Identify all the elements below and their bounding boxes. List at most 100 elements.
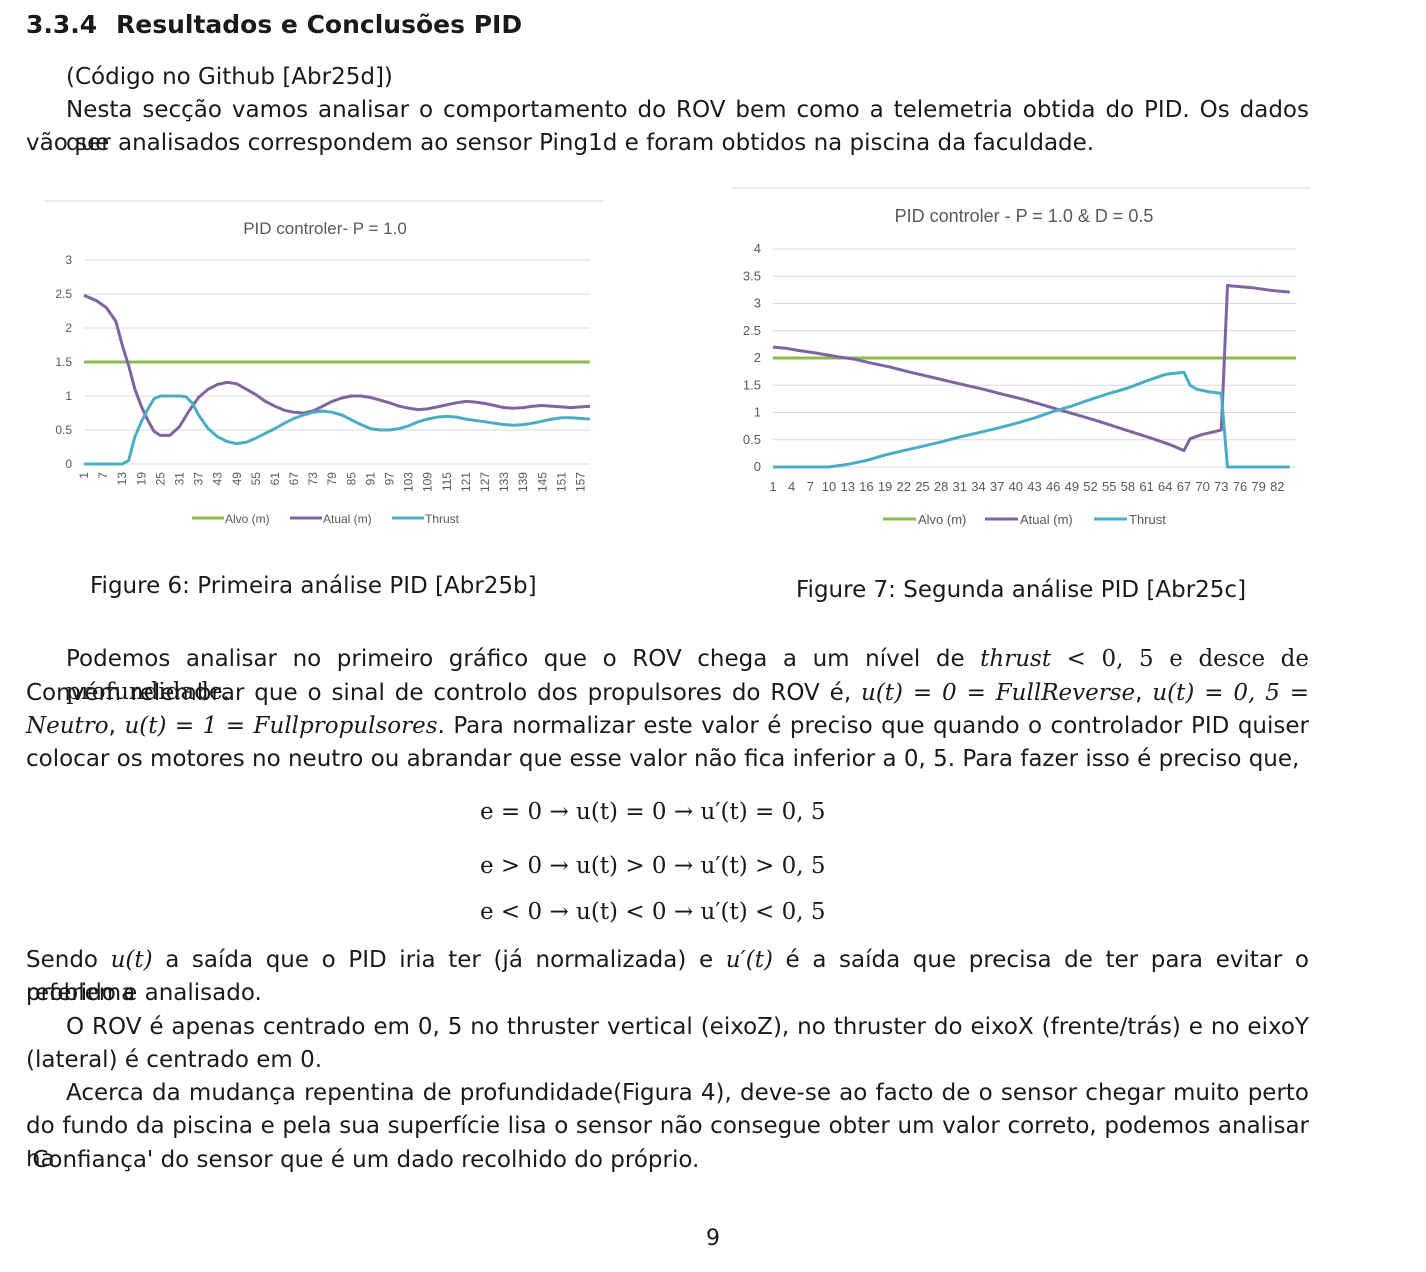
text-run: . Para normalizar este valor é preciso q…: [437, 713, 1309, 739]
y-tick-label: 3: [65, 253, 72, 267]
x-tick-label: 49: [1065, 479, 1079, 494]
y-tick-label: 1.5: [743, 377, 761, 392]
y-tick-label: 0: [754, 459, 761, 474]
x-tick-label: 82: [1270, 479, 1284, 494]
conclusion-line-6: do fundo da piscina e pela sua superfíci…: [26, 1113, 1309, 1172]
text-run: Podemos analisar no primeiro gráfico que…: [66, 646, 981, 672]
x-tick-label: 19: [878, 479, 892, 494]
chart-2-legend: Alvo (m) Atual (m) Thrust: [883, 512, 1166, 527]
equation-1: e = 0 → u(t) = 0 → u′(t) = 0, 5: [480, 799, 826, 825]
x-tick-label: 103: [402, 472, 416, 492]
x-tick-label: 43: [211, 472, 225, 486]
x-tick-label: 133: [497, 472, 511, 492]
chart-1-y-axis: 0 0.5 1 1.5 2 2.5 3: [55, 253, 72, 471]
x-tick-label: 37: [192, 472, 206, 486]
intro-line-1: Nesta secção vamos analisar o comportame…: [66, 97, 1309, 156]
page-number: 9: [706, 1226, 720, 1251]
x-tick-label: 85: [344, 472, 358, 486]
text-run: ,: [1135, 680, 1153, 706]
text-run: é a saída que precisa de ter para evitar…: [26, 947, 1309, 1006]
section-heading: 3.3.4 Resultados e Conclusões PID: [26, 10, 522, 39]
legend-atual-label: Atual (m): [323, 512, 372, 526]
x-tick-label: 97: [383, 472, 397, 486]
text-run: Sendo: [26, 947, 111, 973]
math-inline: < 0, 5 e desce de profundidade.: [66, 646, 1309, 705]
x-tick-label: 151: [554, 472, 568, 492]
math-thrust: thrust: [980, 646, 1052, 672]
x-tick-label: 61: [1139, 479, 1153, 494]
chart-2-x-axis: 1 4 7 10 13 16 19 22 25 28 31 34 37 40 43 46 49 52 55 58 61 6…: [769, 479, 1284, 494]
y-tick-label: 0.5: [55, 423, 72, 437]
x-tick-label: 49: [230, 472, 244, 486]
math-inline: u(t) = 0 = FullReverse: [861, 680, 1136, 706]
y-tick-label: 2: [65, 321, 72, 335]
chart-2-grid: [773, 248, 1296, 468]
x-tick-label: 79: [1251, 479, 1265, 494]
chart-2-series: [772, 284, 1296, 469]
x-tick-label: 19: [134, 472, 148, 486]
x-tick-label: 139: [516, 472, 530, 492]
x-tick-label: 1: [769, 479, 776, 494]
legend-thrust-label: Thrust: [425, 512, 460, 526]
x-tick-label: 43: [1027, 479, 1041, 494]
chart-1-legend: Alvo (m) Atual (m) Thrust: [192, 512, 460, 526]
discussion-line-3: Neutro, u(t) = 1 = Fullpropulsores. Para…: [26, 710, 1309, 743]
legend-alvo-label: Alvo (m): [918, 512, 966, 527]
x-tick-label: 76: [1233, 479, 1247, 494]
x-tick-label: 70: [1195, 479, 1209, 494]
y-tick-label: 2.5: [743, 323, 761, 338]
figure-6-caption: Figure 6: Primeira análise PID [Abr25b]: [90, 573, 537, 599]
y-tick-label: 0.5: [743, 432, 761, 447]
equation-2: e > 0 → u(t) > 0 → u′(t) > 0, 5: [480, 853, 826, 879]
x-tick-label: 64: [1158, 479, 1172, 494]
legend-atual-label: Atual (m): [1020, 512, 1073, 527]
conclusion-line-2: referido e analisado.: [26, 980, 262, 1006]
math-inline: u(t) = 1 = Fullpropulsores: [124, 713, 438, 739]
x-tick-label: 7: [96, 472, 110, 479]
math-inline: u(t) = 0, 5 =: [1152, 680, 1310, 706]
conclusion-line-1: Sendo u(t) a saída que o PID iria ter (j…: [26, 944, 1309, 1010]
x-tick-label: 37: [990, 479, 1004, 494]
x-tick-label: 55: [1102, 479, 1116, 494]
x-tick-label: 13: [840, 479, 854, 494]
text-run: Convém relembrar que o sinal de controlo…: [26, 680, 862, 706]
math-inline: Neutro: [26, 713, 109, 739]
y-tick-label: 3.5: [743, 268, 761, 283]
x-tick-label: 34: [971, 479, 985, 494]
chart-1-series: [83, 294, 591, 466]
x-tick-label: 73: [306, 472, 320, 486]
x-tick-label: 157: [573, 472, 587, 492]
x-tick-label: 10: [822, 479, 836, 494]
x-tick-label: 67: [1177, 479, 1191, 494]
x-tick-label: 67: [287, 472, 301, 486]
figure-7-caption: Figure 7: Segunda análise PID [Abr25c]: [796, 577, 1247, 603]
equation-3: e < 0 → u(t) < 0 → u′(t) < 0, 5: [480, 899, 826, 925]
x-tick-label: 31: [172, 472, 186, 486]
legend-alvo-label: Alvo (m): [225, 512, 270, 526]
x-tick-label: 1: [77, 472, 91, 479]
x-tick-label: 61: [268, 472, 282, 486]
x-tick-label: 121: [459, 472, 473, 492]
conclusion-line-5: Acerca da mudança repentina de profundid…: [66, 1080, 1309, 1106]
series-line-thrust: [84, 394, 591, 466]
text-run: a saída que o PID iria ter (já normaliza…: [152, 947, 726, 973]
x-tick-label: 4: [788, 479, 795, 494]
math-inline: u(t): [110, 947, 153, 973]
section-title: Resultados e Conclusões PID: [116, 10, 523, 39]
x-tick-label: 25: [915, 479, 929, 494]
legend-thrust-label: Thrust: [1129, 512, 1166, 527]
discussion-line-1: Podemos analisar no primeiro gráfico que…: [66, 643, 1309, 709]
y-tick-label: 1: [754, 405, 761, 420]
y-tick-label: 2: [754, 350, 761, 365]
x-tick-label: 58: [1121, 479, 1135, 494]
math-inline: u′(t): [725, 947, 773, 973]
x-tick-label: 127: [478, 472, 492, 492]
discussion-line-2: Convém relembrar que o sinal de controlo…: [26, 677, 1309, 710]
x-tick-label: 7: [807, 479, 814, 494]
x-tick-label: 52: [1083, 479, 1097, 494]
intro-line-2: vão ser analisados correspondem ao senso…: [26, 130, 1095, 156]
chart-1-title: PID controler- P = 1.0: [243, 219, 407, 238]
code-reference: (Código no Github [Abr25d]): [66, 64, 393, 90]
x-tick-label: 31: [953, 479, 967, 494]
x-tick-label: 145: [535, 472, 549, 492]
